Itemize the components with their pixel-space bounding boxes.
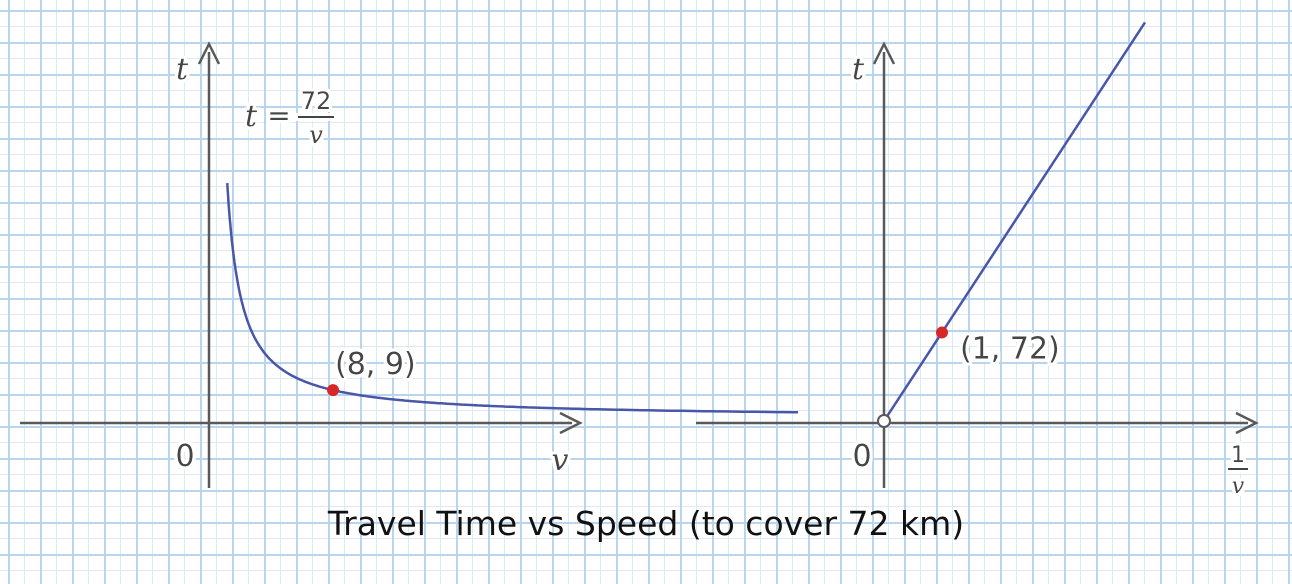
right-origin-open-point xyxy=(877,414,891,428)
right-series-line xyxy=(882,21,1147,422)
right-data-point xyxy=(936,326,948,339)
right-data-point-label: (1, 72) xyxy=(960,331,1060,366)
right-x-label-denominator: v xyxy=(1232,474,1245,499)
right-x-axis-arrow xyxy=(1235,411,1259,435)
right-chart: t 0 1 v (1, 72) xyxy=(696,21,1259,499)
left-data-point xyxy=(327,384,339,397)
left-origin-label: 0 xyxy=(175,439,194,474)
left-equation-annotation: t = 72 v xyxy=(245,87,334,149)
right-y-axis-arrow xyxy=(872,41,896,65)
left-y-axis-label: t xyxy=(176,52,189,87)
equation-equals: = xyxy=(267,99,290,132)
equation-numerator: 72 xyxy=(301,87,332,115)
left-y-axis-arrow xyxy=(197,41,221,65)
equation-lhs: t xyxy=(245,99,258,134)
left-x-axis-arrow xyxy=(559,411,583,435)
equation-denominator: v xyxy=(309,121,323,149)
right-x-axis-label: 1 v xyxy=(1228,443,1248,499)
chart-caption: Travel Time vs Speed (to cover 72 km) xyxy=(327,504,965,543)
right-x-label-numerator: 1 xyxy=(1231,443,1245,468)
right-origin-label: 0 xyxy=(852,439,871,474)
left-chart: t v 0 t = 72 v (8, 9) xyxy=(20,41,799,488)
right-y-axis-label: t xyxy=(852,52,865,87)
left-x-axis-label: v xyxy=(552,443,569,478)
left-series-line xyxy=(226,183,799,414)
left-data-point-label: (8, 9) xyxy=(335,347,416,382)
